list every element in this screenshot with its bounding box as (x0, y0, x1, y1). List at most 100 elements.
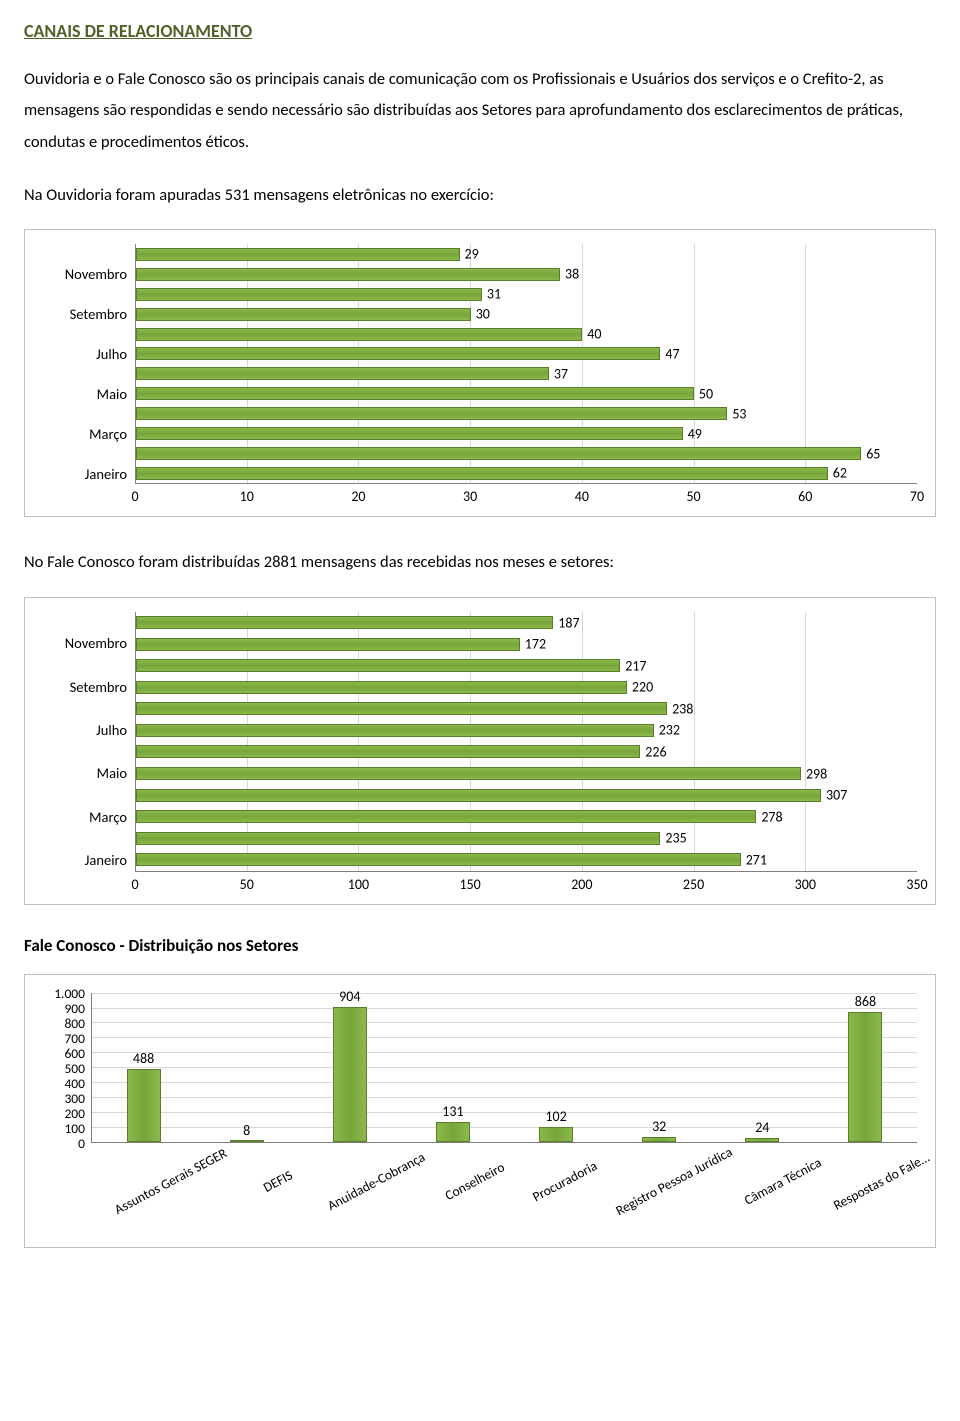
y-axis-label: Janeiro (43, 850, 127, 872)
y-axis-tick: 1.000 (54, 987, 85, 1000)
bar-value-label: 102 (545, 1108, 566, 1125)
y-axis-label (43, 828, 127, 850)
x-axis-tick: 150 (459, 876, 480, 893)
faleconosco-setores-bar-chart: 01002003004005006007008009001.0004888904… (43, 993, 917, 1239)
x-axis-tick: 50 (240, 876, 254, 893)
bar: 40 (136, 328, 582, 341)
bar: 49 (136, 427, 683, 440)
bar-value-label: 220 (632, 679, 653, 696)
x-axis-tick: 30 (463, 488, 477, 505)
bar (848, 1012, 882, 1141)
x-axis-tick: 10 (240, 488, 254, 505)
x-axis-label: Respostas do Fale… (817, 1124, 953, 1253)
bar-value-label: 8 (243, 1122, 250, 1139)
bar-value-label: 24 (755, 1119, 769, 1136)
bar-value-label: 65 (866, 445, 880, 462)
y-axis-label: Setembro (43, 677, 127, 699)
bar-value-label: 271 (746, 851, 767, 868)
bar: 29 (136, 248, 460, 261)
section-title: CANAIS DE RELACIONAMENTO (24, 20, 936, 42)
y-axis-label: Julho (43, 344, 127, 364)
bar-value-label: 172 (525, 636, 546, 653)
bar-value-label: 32 (652, 1118, 666, 1135)
bar-value-label: 38 (565, 266, 579, 283)
x-axis-tick: 0 (131, 876, 138, 893)
bar: 53 (136, 407, 727, 420)
y-axis-tick: 100 (64, 1122, 85, 1135)
bar: 278 (136, 810, 756, 823)
bar: 38 (136, 268, 560, 281)
bar (436, 1122, 470, 1142)
y-axis-label: Maio (43, 763, 127, 785)
bar-value-label: 40 (587, 326, 601, 343)
bar-value-label: 904 (339, 988, 360, 1005)
bar (127, 1069, 161, 1142)
bar-value-label: 29 (465, 246, 479, 263)
y-axis-tick: 700 (64, 1032, 85, 1045)
y-axis-tick: 400 (64, 1077, 85, 1090)
chart3-container: 01002003004005006007008009001.0004888904… (24, 974, 936, 1248)
y-axis-label: Setembro (43, 304, 127, 324)
y-axis-tick: 900 (64, 1002, 85, 1015)
x-axis-tick: 0 (131, 488, 138, 505)
x-axis-tick: 350 (906, 876, 927, 893)
y-axis-label (43, 785, 127, 807)
bar (745, 1138, 779, 1142)
bar-value-label: 31 (487, 286, 501, 303)
bar: 271 (136, 853, 741, 866)
y-axis-tick: 800 (64, 1017, 85, 1030)
bar-value-label: 232 (659, 722, 680, 739)
y-axis-tick: 600 (64, 1047, 85, 1060)
y-axis-label (43, 364, 127, 384)
bar: 62 (136, 467, 828, 480)
bar: 220 (136, 681, 627, 694)
ouvidoria-bar-chart: Novembro Setembro Julho Maio Março Janeiro 29 3… (43, 244, 917, 510)
y-axis-label (43, 698, 127, 720)
y-axis-label (43, 244, 127, 264)
y-axis-label: Maio (43, 384, 127, 404)
x-axis-tick: 60 (798, 488, 812, 505)
y-axis-label (43, 655, 127, 677)
bar-value-label: 47 (665, 345, 679, 362)
bar: 307 (136, 789, 821, 802)
chart2-container: NovembroSetembroJulhoMaioMarçoJaneiro187… (24, 597, 936, 905)
bar (333, 1007, 367, 1142)
chart3-title: Fale Conosco - Distribuição nos Setores (24, 935, 936, 956)
chart1-container: Novembro Setembro Julho Maio Março Janeiro 29 3… (24, 229, 936, 517)
bar-value-label: 226 (645, 743, 666, 760)
y-axis-label: Janeiro (43, 464, 127, 484)
bar: 172 (136, 638, 520, 651)
y-axis-label (43, 444, 127, 464)
bar-value-label: 30 (476, 306, 490, 323)
bar: 47 (136, 347, 660, 360)
y-axis-label (43, 742, 127, 764)
x-axis-tick: 100 (348, 876, 369, 893)
faleconosco-month-bar-chart: NovembroSetembroJulhoMaioMarçoJaneiro187… (43, 612, 917, 898)
bar-value-label: 868 (855, 993, 876, 1010)
bar-value-label: 298 (806, 765, 827, 782)
y-axis-tick: 300 (64, 1092, 85, 1105)
y-axis-label: Março (43, 807, 127, 829)
bar-value-label: 62 (833, 465, 847, 482)
bar-value-label: 53 (732, 405, 746, 422)
x-axis-tick: 70 (910, 488, 924, 505)
chart2-caption: No Fale Conosco foram distribuídas 2881 … (24, 547, 936, 578)
x-axis-tick: 200 (571, 876, 592, 893)
y-axis-label (43, 612, 127, 634)
y-axis-label (43, 324, 127, 344)
bar: 187 (136, 616, 553, 629)
bar: 37 (136, 367, 549, 380)
y-axis-tick: 500 (64, 1062, 85, 1075)
bar: 298 (136, 767, 801, 780)
bar: 65 (136, 447, 861, 460)
y-axis-label: Novembro (43, 264, 127, 284)
bar-value-label: 49 (688, 425, 702, 442)
bar-value-label: 238 (672, 700, 693, 717)
bar: 238 (136, 702, 667, 715)
y-axis-label: Março (43, 424, 127, 444)
bar: 232 (136, 724, 654, 737)
x-axis-tick: 20 (351, 488, 365, 505)
bar: 235 (136, 832, 660, 845)
bar-value-label: 235 (665, 830, 686, 847)
bar-value-label: 37 (554, 365, 568, 382)
